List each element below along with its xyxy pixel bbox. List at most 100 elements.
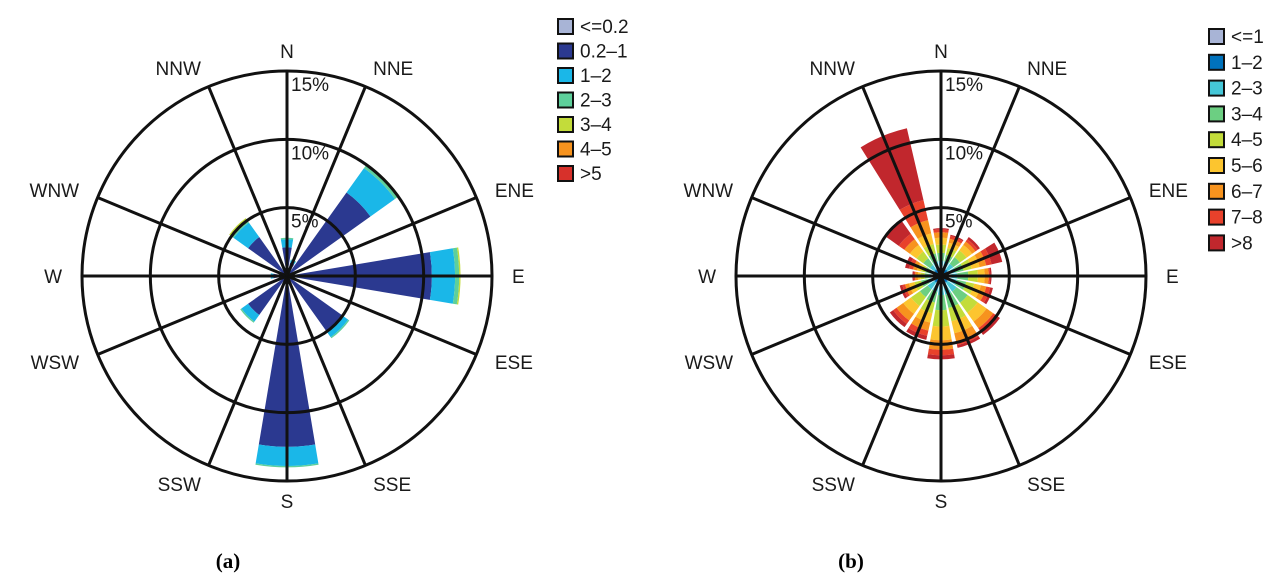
- direction-label-nnw: NNW: [156, 59, 201, 80]
- spoke-ene: [286, 196, 477, 278]
- legend-label-1: 1–2: [1231, 53, 1263, 74]
- legend-label-8: >8: [1231, 233, 1253, 254]
- bar-segment-sw-8: [889, 310, 907, 328]
- legend-label-4: 4–5: [1231, 130, 1263, 151]
- bar-segment-nw-1: [934, 269, 940, 275]
- panel-label: (b): [838, 549, 864, 573]
- legend-label-2: 2–3: [1231, 79, 1263, 100]
- bar-segment-sw-3: [240, 308, 255, 323]
- direction-label-nne: NNE: [1027, 59, 1067, 80]
- bar-segment-ne-7: [965, 239, 978, 252]
- spoke-nnw: [207, 86, 289, 277]
- legend-swatch-3: [557, 91, 574, 109]
- bar-segment-se-2: [945, 280, 957, 292]
- spoke-wsw: [751, 274, 942, 356]
- bar-segment-nw-8: [885, 220, 911, 246]
- bar-segment-sw-5: [903, 297, 920, 314]
- direction-label-s: S: [281, 492, 294, 513]
- spoke-ese: [286, 274, 477, 356]
- bar-segment-ne-3: [363, 164, 399, 200]
- legend-swatch-3: [1208, 105, 1225, 123]
- bars: [229, 163, 461, 468]
- legend-label-5: 5–6: [1231, 156, 1263, 177]
- panel-label: (a): [216, 549, 241, 573]
- direction-label-e: E: [512, 267, 525, 288]
- bar-segment-sw-2: [241, 303, 260, 322]
- legend-swatch-0: [557, 18, 574, 35]
- direction-label-wnw: WNW: [684, 181, 734, 202]
- ring-label-5: 5%: [291, 212, 319, 233]
- legend: <=1 1–2 2–3 3–4 4–5 5–6 6–7 7–8 >8: [1208, 27, 1264, 254]
- bar-segment-sw-1: [934, 277, 940, 283]
- direction-label-nnw: NNW: [810, 59, 855, 80]
- bar-segment-ne-5: [959, 244, 973, 258]
- bar-segment-se-2: [326, 315, 349, 338]
- direction-label-ssw: SSW: [812, 475, 855, 496]
- bar-segment-nw-7: [898, 233, 915, 250]
- legend-label-1: 0.2–1: [580, 42, 628, 63]
- bar-segment-ne-4: [954, 250, 967, 263]
- wind-rose-a: N NNE ENE E ESE SSE S SSW WSW W WNW NNW 5% 10% 15% <=0.…: [30, 17, 629, 573]
- legend-swatch-2: [1208, 79, 1225, 97]
- legend-swatch-4: [557, 116, 574, 133]
- legend-swatch-2: [557, 67, 574, 84]
- bar-segment-nw-1: [248, 237, 287, 276]
- spoke-sse: [939, 275, 1021, 466]
- legend-swatch-6: [557, 165, 574, 182]
- bar-segment-ne-3: [949, 257, 960, 268]
- direction-label-sse: SSE: [1027, 475, 1065, 496]
- legend-swatch-1: [557, 42, 574, 60]
- legend-swatch-1: [1208, 53, 1225, 71]
- bar-segment-s-3: [255, 463, 319, 468]
- spoke-nne: [939, 86, 1021, 277]
- bar-segment-nw-5: [909, 244, 924, 259]
- legend-label-3: 3–4: [1231, 104, 1263, 125]
- ring-label-5: 5%: [945, 212, 973, 233]
- legend-label-2: 1–2: [580, 66, 612, 87]
- direction-label-ene: ENE: [495, 181, 534, 202]
- spoke-wsw: [97, 274, 288, 356]
- bar-segment-sw-3: [919, 285, 932, 298]
- legend-label-5: 4–5: [580, 140, 612, 161]
- legend-label-0: <=1: [1231, 27, 1264, 48]
- spoke-wnw: [751, 196, 942, 278]
- wind-rose-b: N NNE ENE E ESE SSE S SSW WSW W WNW NNW 5% 10% 15% <=1 1…: [684, 27, 1264, 573]
- direction-label-ese: ESE: [495, 353, 533, 374]
- bar-segment-se-3: [952, 287, 968, 303]
- bar-segment-nw-6: [904, 239, 919, 254]
- direction-label-w: W: [44, 267, 62, 288]
- legend-swatch-5: [557, 140, 574, 158]
- direction-label-w: W: [698, 267, 716, 288]
- bar-segment-se-6: [973, 308, 994, 329]
- bar-segment-ne-1: [287, 192, 371, 276]
- direction-label-nne: NNE: [373, 59, 413, 80]
- legend-label-3: 2–3: [580, 91, 612, 112]
- bar-segment-ne-1: [942, 269, 948, 275]
- legend-swatch-8: [1208, 234, 1225, 252]
- legend-swatch-0: [1208, 28, 1225, 45]
- bar-segment-ne-2: [346, 168, 395, 217]
- direction-label-ese: ESE: [1149, 353, 1187, 374]
- direction-label-wsw: WSW: [685, 353, 734, 374]
- direction-label-sse: SSE: [373, 475, 411, 496]
- legend-label-4: 3–4: [580, 115, 612, 136]
- bar-segment-nnw-8: [860, 128, 924, 210]
- ring-label-15: 15%: [291, 75, 329, 96]
- legend-swatch-4: [1208, 131, 1225, 149]
- direction-label-wsw: WSW: [31, 353, 80, 374]
- spoke-nne: [285, 86, 367, 277]
- bar-segment-e-4: [456, 247, 461, 305]
- bar-segment-ne-6: [963, 241, 976, 254]
- spoke-ssw: [861, 275, 943, 466]
- bar-segment-se-3: [330, 319, 350, 339]
- bar-segment-sw-6: [896, 302, 915, 321]
- legend-swatch-7: [1208, 208, 1225, 226]
- bar-segment-se-5: [967, 302, 987, 322]
- bar-segment-se-1: [942, 277, 948, 283]
- bar-segment-se-4: [960, 295, 978, 313]
- direction-label-e: E: [1166, 267, 1179, 288]
- spoke-nnw: [861, 86, 943, 277]
- direction-label-wnw: WNW: [30, 181, 80, 202]
- direction-label-n: N: [280, 42, 294, 63]
